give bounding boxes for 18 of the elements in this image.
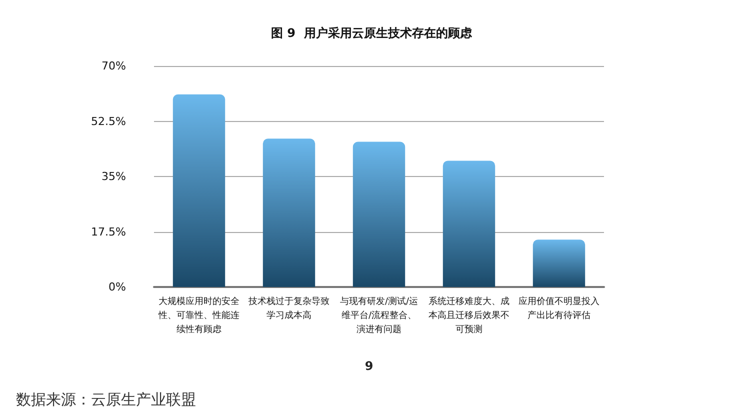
source-note: 数据来源：云原生产业联盟 [16,390,196,408]
y-tick-label: 35% [102,170,126,183]
x-tick-label: 大规模应用时的安全性、可靠性、性能连续性有顾虑 [158,296,240,335]
text: 9 [364,359,374,373]
y-tick-label: 52.5% [91,114,126,128]
x-tick-label: 技术栈过于复杂导致学习成本高 [248,296,330,321]
y-tick-label: 70% [102,60,126,72]
y-tick-label: 17.5% [91,225,126,238]
chart-title: 图 9 用户采用云原生技术存在的顾虑 [271,26,473,40]
y-tick-label: 0% [108,280,126,294]
bar [262,138,316,287]
x-tick-label: 系统迁移难度大、成本高且迁移后效果不可预测 [428,296,510,335]
x-tick-label: 与现有研发/测试/运维平台/流程整合、演进有问题 [340,296,418,335]
bar [532,240,586,287]
x-tick-label: 应用价值不明显投入产出比有待评估 [518,296,600,321]
bar [172,94,226,287]
bar [442,160,496,287]
bar [352,142,406,287]
